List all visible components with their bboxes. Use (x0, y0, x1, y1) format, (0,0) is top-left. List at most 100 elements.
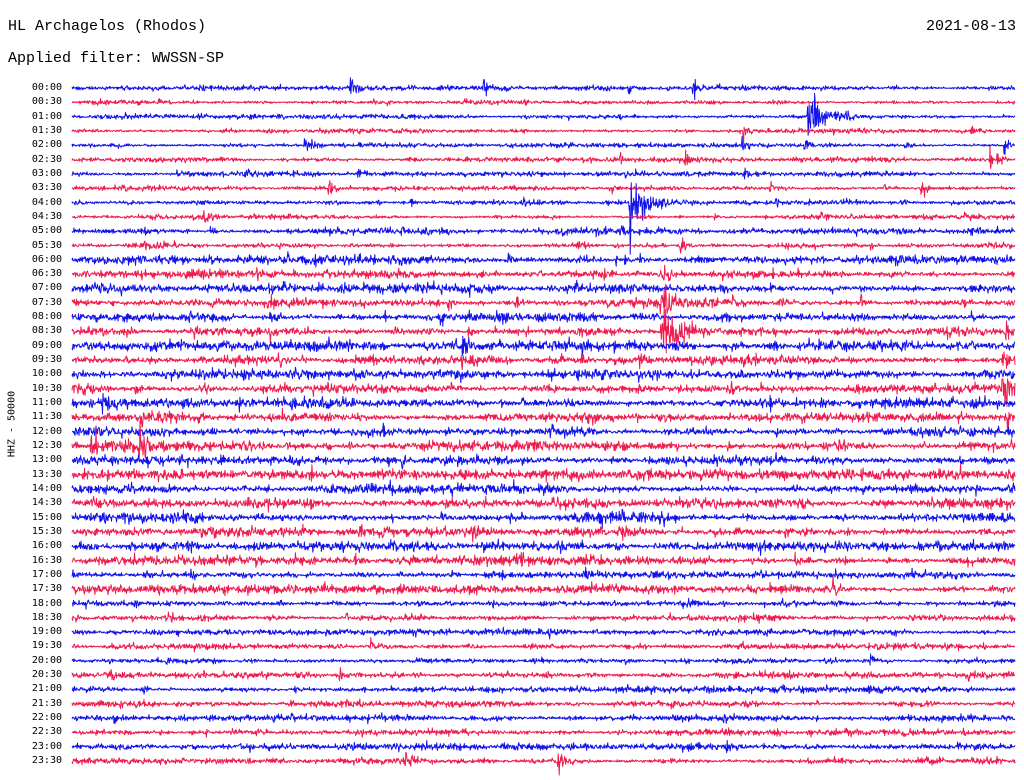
row-label-2030: 20:30 (31, 669, 62, 681)
trace-0900 (71, 335, 1016, 356)
row-label-0030: 00:30 (31, 96, 62, 108)
trace-0930 (71, 351, 1016, 370)
row-label-2330: 23:30 (31, 755, 62, 767)
row-label-1930: 19:30 (31, 640, 62, 652)
trace-1900 (71, 626, 1016, 640)
row-label-0330: 03:30 (31, 182, 62, 194)
trace-0400 (71, 182, 1016, 255)
trace-1230 (71, 420, 1016, 461)
row-label-1430: 14:30 (31, 497, 62, 509)
row-label-0700: 07:00 (31, 282, 62, 294)
trace-0100 (71, 92, 1016, 136)
trace-1500 (71, 508, 1016, 530)
row-label-1130: 11:30 (31, 411, 62, 423)
row-label-1900: 19:00 (31, 626, 62, 638)
row-label-0730: 07:30 (31, 296, 62, 308)
time-axis-labels: 00:00 00:30 01:00 01:30 02:00 02:30 03:00 03:30… (0, 0, 64, 780)
trace-1600 (71, 538, 1016, 556)
trace-1300 (71, 452, 1016, 470)
row-label-1630: 16:30 (31, 554, 62, 566)
trace-1130 (71, 407, 1016, 432)
row-label-0900: 09:00 (31, 339, 62, 351)
row-label-1700: 17:00 (31, 568, 62, 580)
trace-0500 (71, 225, 1016, 238)
trace-2330 (71, 751, 1016, 776)
trace-0330 (71, 180, 1016, 198)
trace-0800 (71, 309, 1016, 327)
filter-label: Applied filter: WWSSN-SP (8, 50, 225, 67)
row-label-0230: 02:30 (31, 153, 62, 165)
row-label-2100: 21:00 (31, 683, 62, 695)
trace-0600 (71, 251, 1016, 268)
row-label-1030: 10:30 (31, 382, 62, 394)
row-label-0300: 03:00 (31, 167, 62, 179)
trace-0630 (71, 264, 1016, 282)
row-label-1330: 13:30 (31, 468, 62, 480)
trace-1000 (71, 366, 1016, 384)
trace-1800 (71, 597, 1016, 610)
row-label-2200: 22:00 (31, 712, 62, 724)
row-label-1530: 15:30 (31, 525, 62, 537)
row-label-0200: 02:00 (31, 139, 62, 151)
trace-1030 (71, 378, 1016, 407)
row-label-0830: 08:30 (31, 325, 62, 337)
row-label-1600: 16:00 (31, 540, 62, 552)
trace-0430 (71, 209, 1016, 223)
row-label-1500: 15:00 (31, 511, 62, 523)
row-label-2300: 23:00 (31, 740, 62, 752)
trace-0130 (71, 125, 1016, 145)
trace-1530 (71, 523, 1016, 543)
trace-2000 (71, 653, 1016, 666)
plot-date: 2021-08-13 (925, 18, 1016, 35)
row-label-1230: 12:30 (31, 440, 62, 451)
trace-1400 (71, 479, 1016, 498)
row-label-1730: 17:30 (31, 583, 62, 595)
trace-1430 (71, 496, 1016, 513)
row-label-2000: 20:00 (31, 654, 62, 666)
trace-1830 (71, 611, 1016, 624)
trace-2030 (71, 667, 1016, 682)
trace-0830 (71, 303, 1016, 354)
trace-1700 (71, 566, 1016, 581)
row-label-0530: 05:30 (31, 239, 62, 251)
trace-0200 (71, 135, 1015, 155)
row-label-0930: 09:30 (31, 354, 62, 366)
trace-1630 (71, 551, 1016, 568)
trace-2100 (71, 683, 1016, 696)
row-label-0000: 00:00 (31, 82, 62, 93)
station-title: HL Archagelos (Rhodos) (8, 18, 207, 35)
trace-1930 (71, 637, 1016, 653)
row-label-0800: 08:00 (31, 311, 62, 323)
row-label-0400: 04:00 (31, 196, 62, 208)
row-label-1100: 11:00 (31, 397, 62, 409)
trace-2230 (71, 727, 1016, 738)
row-label-1800: 18:00 (31, 597, 62, 609)
row-label-0500: 05:00 (31, 225, 62, 237)
row-label-0130: 01:30 (31, 124, 62, 136)
trace-0000 (71, 77, 1016, 101)
trace-0530 (71, 237, 1016, 254)
trace-0730 (71, 283, 1016, 315)
trace-0030 (72, 98, 1016, 107)
row-label-1400: 14:00 (31, 482, 62, 494)
row-label-2130: 21:30 (31, 697, 62, 709)
row-label-1300: 13:00 (31, 454, 62, 466)
row-label-0100: 01:00 (31, 110, 62, 122)
row-label-0600: 06:00 (31, 253, 62, 265)
row-label-2230: 22:30 (31, 726, 62, 738)
row-label-0630: 06:30 (31, 268, 62, 280)
trace-1730 (71, 575, 1016, 597)
trace-1100 (71, 392, 1016, 415)
trace-0230 (71, 145, 1016, 169)
trace-2200 (71, 712, 1016, 725)
trace-0300 (71, 167, 1016, 180)
row-label-1000: 10:00 (31, 368, 62, 380)
row-label-1200: 12:00 (31, 425, 62, 437)
row-label-1830: 18:30 (31, 611, 62, 623)
trace-1200 (72, 422, 1016, 439)
trace-1330 (71, 463, 1016, 483)
row-label-0430: 04:30 (31, 210, 62, 222)
trace-0700 (71, 279, 1016, 298)
trace-2130 (71, 698, 1016, 710)
